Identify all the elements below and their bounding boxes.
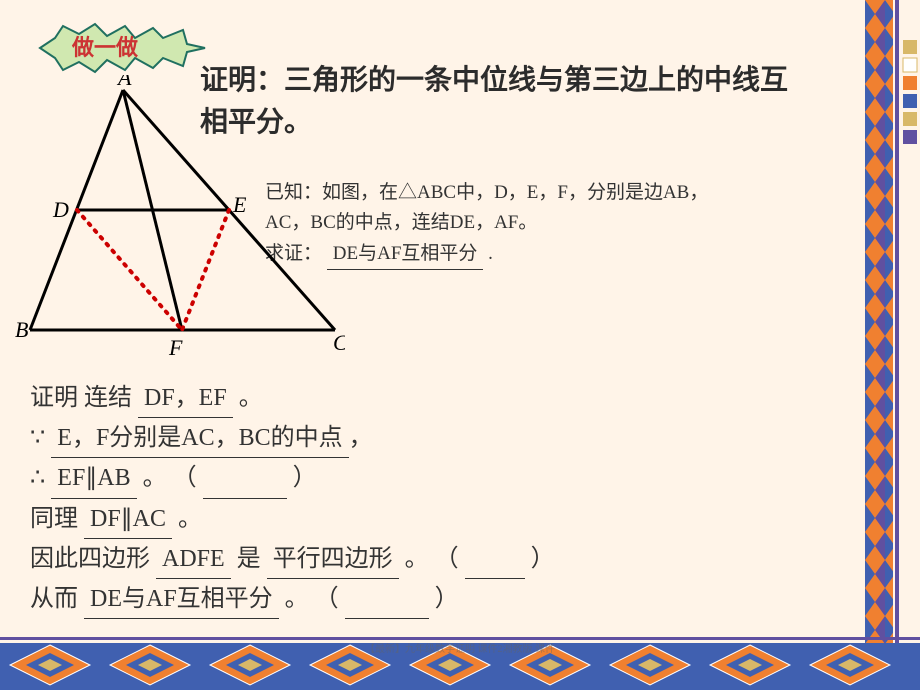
footer-text: 【最新】九年级数学证明 课件2湘教版 课件 — [365, 640, 555, 655]
proof-blank — [345, 581, 429, 619]
badge-label: 做一做 — [72, 30, 138, 62]
given-line3: 求证： DE与AF互相平分 . — [265, 239, 820, 270]
proof-row: 同理 DF∥AC 。 — [30, 501, 800, 539]
right-decoration — [865, 0, 920, 690]
proof-blank: 平行四边形 — [267, 541, 399, 579]
svg-text:B: B — [15, 317, 28, 342]
bottom-decoration — [0, 625, 920, 690]
given-line2: AC，BC的中点，连结DE，AF。 — [265, 208, 820, 238]
proof-row: ∴ EF∥AB 。 （ ） — [30, 460, 800, 498]
svg-text:C: C — [333, 330, 345, 355]
proof-row: 证明 连结 DF，EF 。 — [30, 380, 800, 418]
proof-row: ∵ E，F分别是AC，BC的中点， — [30, 420, 800, 458]
proof-blank — [465, 541, 525, 579]
triangle-diagram: A B C D E F — [15, 75, 345, 365]
proof-blank: ADFE — [156, 541, 231, 579]
proof-row: 因此四边形 ADFE 是 平行四边形 。 （ ） — [30, 541, 800, 579]
proof-blank: DE与AF互相平分 — [84, 581, 279, 619]
proof-blank: EF∥AB — [51, 460, 136, 498]
given-line1: 已知：如图，在△ABC中，D，E，F，分别是边AB， — [265, 178, 820, 208]
proof-section: 证明 连结 DF，EF 。∵ E，F分别是AC，BC的中点，∴ EF∥AB 。 … — [30, 380, 800, 621]
proof-blank: DF∥AC — [84, 501, 172, 539]
svg-text:E: E — [232, 192, 247, 217]
proof-blank: E，F分别是AC，BC的中点 — [51, 420, 348, 458]
proof-blank — [203, 460, 287, 498]
given-section: 已知：如图，在△ABC中，D，E，F，分别是边AB， AC，BC的中点，连结DE… — [265, 178, 820, 270]
proof-row: 从而 DE与AF互相平分 。 （ ） — [30, 581, 800, 619]
svg-text:A: A — [116, 75, 132, 90]
prove-answer: DE与AF互相平分 — [327, 239, 484, 270]
proof-blank: DF，EF — [138, 380, 233, 418]
svg-text:F: F — [168, 335, 183, 360]
svg-text:D: D — [52, 197, 69, 222]
